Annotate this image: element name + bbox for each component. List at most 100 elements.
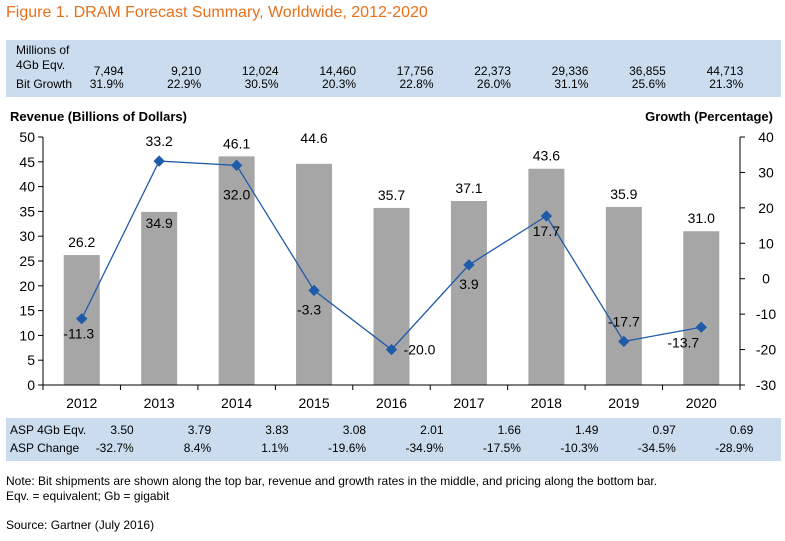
growth-marker-2020 (695, 321, 707, 333)
revenue-bar-2017 (450, 200, 487, 385)
growth-label-2018: 17.7 (533, 223, 560, 239)
left-tick-label: 10 (19, 327, 35, 343)
asp-value: 0.69 (729, 423, 754, 437)
units-value: 36,855 (629, 64, 666, 78)
note-line-1: Note: Bit shipments are shown along the … (6, 474, 658, 488)
revenue-label-2016: 35.7 (378, 187, 405, 203)
growth-label-2020: -13.7 (667, 334, 699, 350)
growth-label-2012: -11.3 (63, 326, 94, 342)
bit-growth-value: 25.6% (631, 77, 666, 91)
units-label-line2: 4Gb Eqv. (16, 58, 66, 72)
revenue-label-2017: 37.1 (455, 180, 482, 196)
growth-marker-2018 (540, 210, 553, 222)
bit-growth-value: 22.8% (399, 77, 434, 91)
left-tick-label: 25 (19, 253, 35, 269)
asp-change-value: 8.4% (183, 441, 212, 455)
revenue-bar-2016 (373, 207, 410, 385)
right-tick-label: 40 (758, 129, 774, 145)
note-line-2: Eqv. = equivalent; Gb = gigabit (6, 489, 170, 503)
revenue-bar-2018 (528, 168, 565, 385)
bit-growth-label: Bit Growth (16, 77, 73, 91)
asp-value: 1.49 (575, 423, 599, 437)
revenue-label-2014: 46.1 (223, 135, 250, 151)
x-tick-label-2013: 2013 (144, 395, 175, 411)
growth-marker-2015 (308, 284, 320, 297)
revenue-bar-2020 (683, 231, 720, 385)
asp-change-label: ASP Change (10, 441, 80, 455)
asp-value: 0.97 (652, 423, 676, 437)
bit-growth-value: 30.5% (244, 77, 279, 91)
asp-change-value: -28.9% (715, 441, 754, 455)
revenue-bar-2014 (218, 156, 255, 385)
units-value: 29,336 (551, 64, 589, 78)
left-tick-label: 15 (19, 303, 35, 319)
bit-growth-value: 31.1% (554, 77, 589, 91)
growth-marker-2017 (463, 259, 475, 271)
units-value: 44,713 (706, 64, 744, 78)
asp-change-value: -17.5% (482, 441, 521, 455)
right-axis-title: Growth (Percentage) (645, 109, 773, 124)
right-tick-label: -10 (756, 306, 776, 322)
revenue-label-2012: 26.2 (68, 234, 95, 250)
growth-label-2016: -20.0 (404, 342, 436, 358)
bit-growth-value: 21.3% (709, 77, 744, 91)
right-tick-label: 20 (758, 200, 774, 216)
revenue-bar-2015 (296, 163, 333, 385)
x-tick-label-2015: 2015 (298, 395, 329, 411)
figure-title: Figure 1. DRAM Forecast Summary, Worldwi… (6, 4, 428, 21)
x-tick-label-2019: 2019 (608, 395, 639, 411)
units-value: 22,373 (474, 64, 511, 78)
source: Source: Gartner (July 2016) (6, 518, 155, 532)
left-tick-label: 40 (19, 179, 35, 195)
asp-value: 2.01 (420, 423, 444, 437)
asp-value: 3.79 (187, 423, 212, 437)
bit-growth-value: 20.3% (322, 77, 357, 91)
bit-shipments-band: Millions of 4Gb Eqv. Bit Growth 7,494 9,2… (6, 40, 781, 97)
right-tick-label: 30 (758, 164, 774, 180)
growth-marker-2016 (385, 343, 398, 356)
x-tick-label-2017: 2017 (453, 395, 484, 411)
x-tick-label-2016: 2016 (376, 395, 407, 411)
revenue-label-2015: 44.6 (300, 130, 327, 146)
growth-marker-2019 (618, 335, 630, 348)
asp-change-value: -19.6% (328, 441, 367, 455)
units-label-line1: Millions of (16, 43, 70, 57)
revenue-bar-2013 (141, 211, 178, 385)
left-tick-label: 50 (19, 129, 35, 145)
right-tick-label: 10 (758, 235, 774, 251)
revenue-label-2019: 35.9 (610, 186, 637, 202)
left-tick-label: 0 (27, 377, 35, 393)
units-value: 7,494 (93, 64, 124, 78)
asp-band: ASP 4Gb Eqv. ASP Change 3.50 3.79 3.83 3.08… (6, 418, 781, 461)
x-tick-label-2012: 2012 (66, 395, 97, 411)
asp-value: 1.66 (497, 423, 521, 437)
asp-value: 3.50 (110, 423, 134, 437)
left-tick-label: 5 (27, 352, 35, 368)
note: Note: Bit shipments are shown along the … (6, 474, 657, 504)
asp-change-value: 1.1% (261, 441, 289, 455)
asp-change-value: -34.9% (405, 441, 444, 455)
right-tick-label: -30 (756, 377, 776, 393)
left-tick-label: 35 (19, 203, 35, 219)
right-tick-label: -20 (756, 342, 776, 358)
asp-value: 3.08 (342, 423, 367, 437)
asp-change-value: -32.7% (95, 441, 134, 455)
x-tick-label-2018: 2018 (531, 395, 562, 411)
growth-label-2017: 3.9 (459, 276, 479, 292)
revenue-bar-2019 (605, 206, 642, 385)
asp-change-value: -10.3% (560, 441, 599, 455)
growth-marker-2013 (153, 155, 165, 167)
left-tick-label: 45 (19, 154, 35, 170)
growth-label-2014: 32.0 (223, 186, 250, 202)
left-tick-label: 20 (19, 278, 35, 294)
growth-marker-2014 (230, 159, 243, 171)
left-axis-title: Revenue (Billions of Dollars) (10, 109, 187, 124)
asp-label: ASP 4Gb Eqv. (10, 423, 87, 437)
right-tick-label: 0 (762, 271, 770, 287)
x-tick-label-2014: 2014 (221, 395, 252, 411)
left-tick-label: 30 (19, 228, 35, 244)
growth-label-2013: 33.2 (146, 133, 173, 149)
bit-growth-value: 22.9% (167, 77, 202, 91)
growth-label-2015: -3.3 (297, 301, 321, 317)
x-tick-label-2020: 2020 (686, 395, 717, 411)
